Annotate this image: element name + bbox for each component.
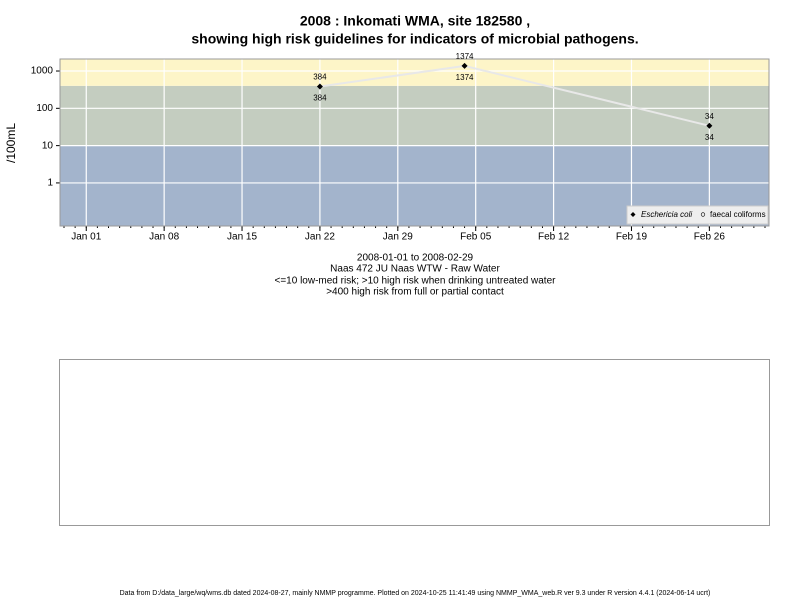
x-tick-label: Jan 29 bbox=[383, 232, 413, 243]
y-tick-label: 100 bbox=[36, 103, 53, 114]
legend-box bbox=[626, 205, 769, 225]
point bbox=[316, 83, 323, 90]
x-tick-label: Jan 15 bbox=[227, 232, 257, 243]
data-label: 1374 bbox=[456, 52, 474, 61]
point bbox=[318, 84, 322, 89]
x-tick-label: Feb 19 bbox=[616, 232, 648, 243]
y-tick-label: 1 bbox=[47, 178, 53, 189]
point bbox=[462, 64, 467, 68]
x-tick-label: Jan 08 bbox=[149, 232, 179, 243]
point bbox=[461, 62, 468, 69]
point bbox=[707, 123, 712, 128]
y-tick-label: 1000 bbox=[31, 66, 54, 77]
x-tick-label: Feb 05 bbox=[460, 232, 492, 243]
x-tick-label: Jan 22 bbox=[305, 232, 335, 243]
legend-marker bbox=[700, 212, 706, 217]
legend-label: faecal coliforms bbox=[710, 210, 766, 219]
legend-label: Eschericia coli bbox=[641, 210, 692, 219]
empty-panel bbox=[59, 359, 770, 526]
y-axis-label: /100mL bbox=[4, 123, 18, 163]
subtitle: >400 high risk from full or partial cont… bbox=[326, 287, 504, 298]
chart-title: showing high risk guidelines for indicat… bbox=[191, 31, 638, 47]
subtitle: 2008-01-01 to 2008-02-29 bbox=[357, 253, 474, 264]
point bbox=[706, 122, 713, 129]
subtitle: <=10 low-med risk; >10 high risk when dr… bbox=[275, 276, 557, 287]
footer: Data from D:/data_large/wq/wms.db dated … bbox=[120, 590, 711, 597]
data-label: 384 bbox=[313, 94, 327, 103]
y-tick-label: 10 bbox=[42, 140, 54, 151]
x-tick-label: Feb 12 bbox=[538, 232, 570, 243]
data-label: 1374 bbox=[456, 73, 474, 82]
x-tick-label: Jan 01 bbox=[71, 232, 101, 243]
legend-marker bbox=[630, 212, 636, 217]
chart-title: 2008 : Inkomati WMA, site 182580 , bbox=[300, 13, 530, 29]
risk-band bbox=[60, 85, 769, 146]
plot-frame bbox=[59, 58, 770, 227]
data-label: 384 bbox=[313, 73, 327, 82]
x-tick-label: Feb 26 bbox=[694, 232, 726, 243]
data-label: 34 bbox=[705, 133, 714, 142]
data-label: 34 bbox=[705, 112, 714, 121]
subtitle: Naas 472 JU Naas WTW - Raw Water bbox=[330, 264, 500, 275]
